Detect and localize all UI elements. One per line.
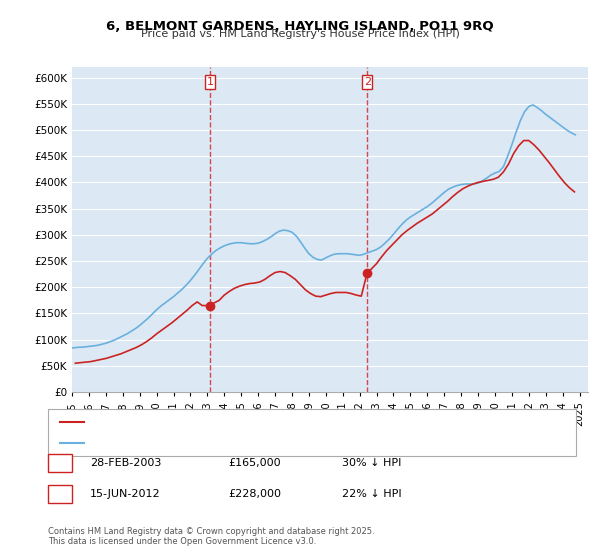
Text: 2: 2 — [364, 77, 371, 87]
Text: £165,000: £165,000 — [228, 458, 281, 468]
Text: £228,000: £228,000 — [228, 489, 281, 499]
Text: 6, BELMONT GARDENS, HAYLING ISLAND, PO11 9RQ: 6, BELMONT GARDENS, HAYLING ISLAND, PO11… — [106, 20, 494, 32]
Text: Price paid vs. HM Land Registry's House Price Index (HPI): Price paid vs. HM Land Registry's House … — [140, 29, 460, 39]
Text: 22% ↓ HPI: 22% ↓ HPI — [342, 489, 401, 499]
Text: 15-JUN-2012: 15-JUN-2012 — [90, 489, 161, 499]
Text: 2: 2 — [56, 489, 64, 499]
Text: 28-FEB-2003: 28-FEB-2003 — [90, 458, 161, 468]
Text: 1: 1 — [56, 458, 64, 468]
Text: HPI: Average price, detached house, Havant: HPI: Average price, detached house, Hava… — [90, 438, 320, 448]
Text: 30% ↓ HPI: 30% ↓ HPI — [342, 458, 401, 468]
Text: 1: 1 — [206, 77, 214, 87]
Text: 6, BELMONT GARDENS, HAYLING ISLAND, PO11 9RQ (detached house): 6, BELMONT GARDENS, HAYLING ISLAND, PO11… — [90, 417, 456, 427]
Text: Contains HM Land Registry data © Crown copyright and database right 2025.
This d: Contains HM Land Registry data © Crown c… — [48, 526, 374, 546]
